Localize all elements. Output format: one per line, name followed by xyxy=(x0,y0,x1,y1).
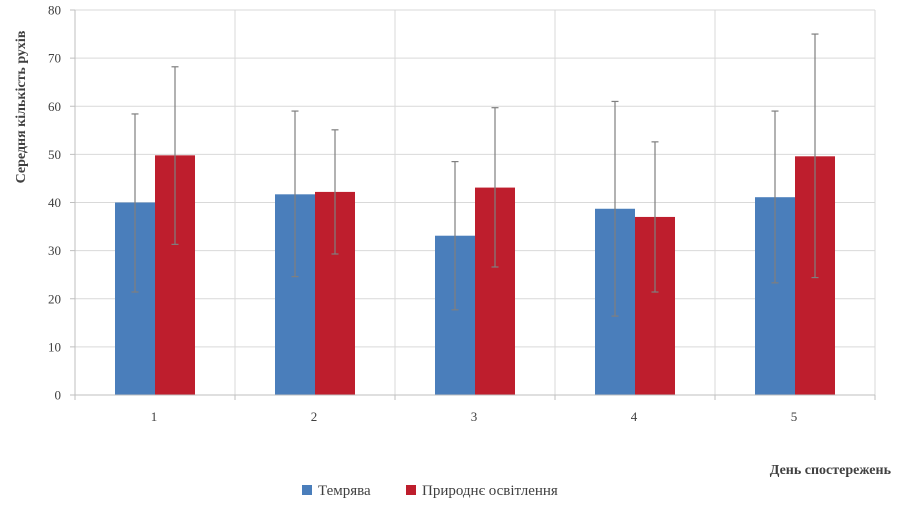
legend-label-temryava: Темрява xyxy=(318,483,371,499)
y-tick-label: 30 xyxy=(48,243,61,258)
x-tick-label: 3 xyxy=(471,409,478,424)
y-tick-label: 20 xyxy=(48,291,61,306)
bars xyxy=(115,155,835,395)
y-tick-label: 40 xyxy=(48,195,61,210)
legend-swatch-temryava xyxy=(302,485,312,495)
y-axis-title: Середня кількість рухів xyxy=(14,30,29,183)
x-tick-labels: 1 2 3 4 5 xyxy=(151,409,798,424)
x-tick-label: 1 xyxy=(151,409,158,424)
error-bars xyxy=(131,33,819,317)
x-tick-label: 2 xyxy=(311,409,318,424)
y-tick-label: 10 xyxy=(48,339,61,354)
grid-lines xyxy=(75,9,876,395)
x-tick-label: 5 xyxy=(791,409,798,424)
x-axis-title: День спостережень xyxy=(770,463,892,478)
y-tick-label: 80 xyxy=(48,3,61,18)
legend-label-pryrodne: Природнє освітлення xyxy=(422,483,558,499)
y-tick-label: 50 xyxy=(48,147,61,162)
axes xyxy=(70,9,876,400)
legend: Темрява Природнє освітлення xyxy=(302,483,558,499)
y-tick-label: 0 xyxy=(55,388,62,403)
y-tick-label: 70 xyxy=(48,51,61,66)
y-tick-labels: 0 10 20 30 40 50 60 70 80 xyxy=(48,3,61,403)
y-tick-label: 60 xyxy=(48,99,61,114)
legend-swatch-pryrodne xyxy=(406,485,416,495)
x-tick-label: 4 xyxy=(631,409,638,424)
